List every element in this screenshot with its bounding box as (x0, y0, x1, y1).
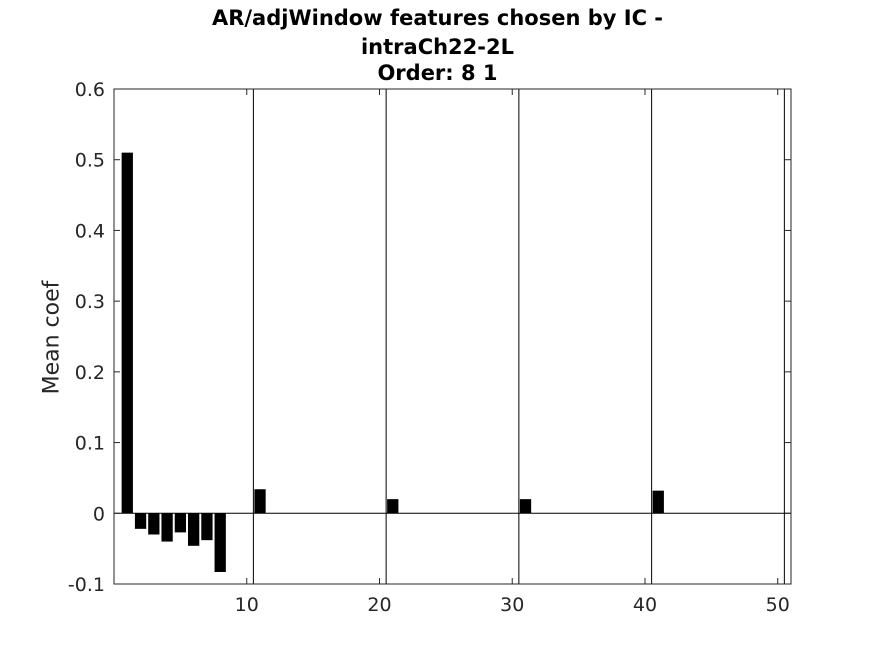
y-tick-label: 0.3 (75, 291, 105, 313)
x-axis-ticks: 10 20 30 40 50 (235, 89, 790, 616)
y-tick-label: 0.2 (75, 362, 105, 384)
x-tick-label: 10 (235, 594, 259, 616)
bar-7 (201, 513, 213, 541)
x-tick-label: 40 (633, 594, 657, 616)
bar-11 (254, 489, 266, 514)
y-tick-label: 0.4 (75, 220, 105, 242)
x-tick-label: 30 (500, 594, 524, 616)
separator-lines (252, 89, 785, 584)
y-axis-label: Mean coef (40, 279, 65, 394)
bar-41 (652, 490, 664, 514)
x-tick-label: 20 (367, 594, 391, 616)
chart-title-line-1: AR/adjWindow features chosen by IC - (211, 6, 664, 30)
bar-1 (121, 152, 133, 514)
bar-2 (134, 513, 147, 529)
x-tick-label: 50 (766, 594, 790, 616)
axes-box (113, 88, 792, 585)
bar-5 (174, 513, 187, 533)
chart-title-line-2: intraCh22-2L (360, 35, 514, 59)
bar-3 (148, 513, 160, 535)
y-tick-label: 0.1 (75, 433, 105, 455)
chart-title-line-3: Order: 8 1 (377, 61, 498, 85)
bar-4 (161, 513, 173, 542)
y-tick-label: -0.1 (68, 574, 105, 596)
bar-21 (387, 499, 399, 514)
bars (121, 152, 664, 572)
y-tick-label: 0 (93, 503, 105, 525)
y-tick-label: 0.5 (75, 150, 105, 172)
y-tick-label: 0.6 (75, 79, 105, 101)
bar-8 (214, 513, 226, 572)
y-axis-ticks: -0.1 0 0.1 0.2 0.3 0.4 0.5 0.6 (68, 79, 791, 596)
bar-6 (188, 513, 200, 546)
bar-31 (519, 499, 532, 514)
